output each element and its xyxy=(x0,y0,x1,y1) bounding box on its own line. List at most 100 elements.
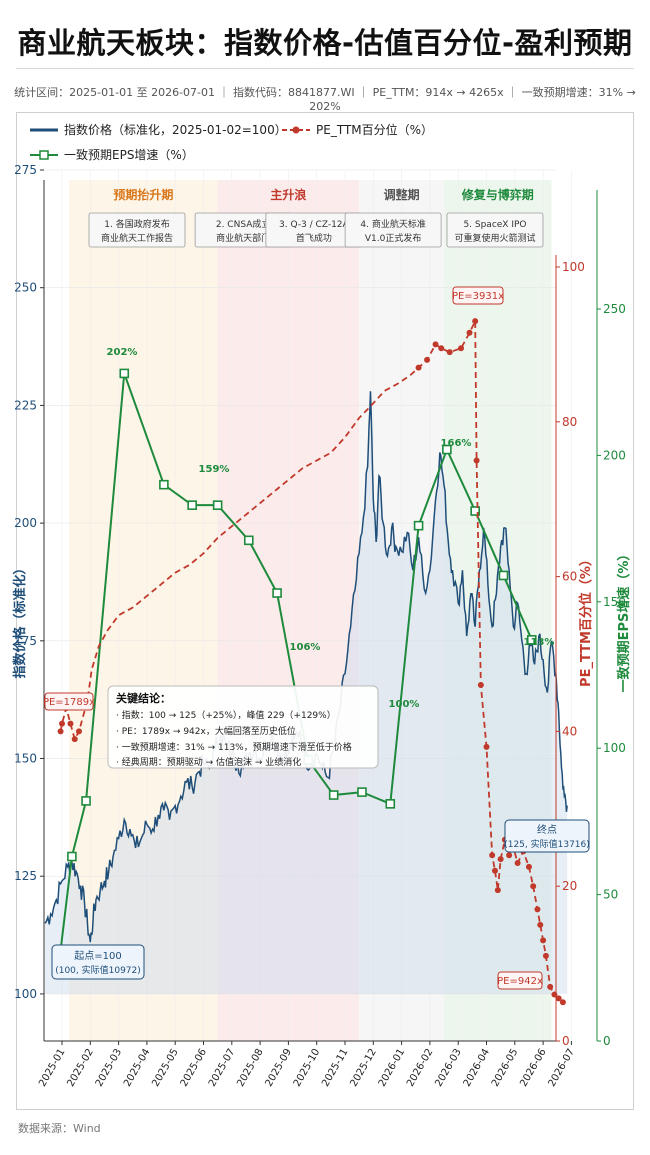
eps-point xyxy=(442,444,452,455)
x-tick-label: 2025-05 xyxy=(150,1047,180,1089)
price-series-line xyxy=(44,391,568,943)
event-box-1 xyxy=(88,212,186,248)
eps-point xyxy=(470,506,480,516)
eps-point xyxy=(81,796,91,806)
event-line1-2: 2. CNSA成立 xyxy=(216,218,271,230)
chart-subtitle: 统计区间：2025-01-01 至 2026-07-01 ｜ 指数代码：8841… xyxy=(14,86,636,113)
event-line2-2: 商业航天部门 xyxy=(216,232,270,244)
end-annotation: 终点 (125, 实际值13716) xyxy=(504,819,590,853)
eps-label-202: 202% xyxy=(107,347,138,358)
eps-tick-label: 250 xyxy=(603,302,626,316)
pe-point xyxy=(497,856,504,863)
event-line2-3: 首飞成功 xyxy=(296,232,332,244)
eps-tick-label: 0 xyxy=(603,1034,611,1048)
chart-title: 商业航天板块：指数价格-估值百分位-盈利预期 xyxy=(17,26,633,60)
pe-start-label-box: PE=1789x xyxy=(43,692,95,711)
conclusions-title: 关键结论： xyxy=(116,691,171,705)
left-axis-title: 指数价格（标准化） xyxy=(12,561,28,678)
left-tick-label: 200 xyxy=(14,516,37,530)
pe-point xyxy=(446,349,453,356)
pe-peak-label: PE=3931x xyxy=(452,291,504,302)
legend-pe-label: PE_TTM百分位（%） xyxy=(316,122,433,137)
price-area xyxy=(45,391,568,994)
start-label-2: (100, 实际值10972) xyxy=(55,964,141,976)
eps-tick-label: 200 xyxy=(603,448,626,462)
title-divider xyxy=(16,68,634,69)
event-line1-1: 1. 各国政府发布 xyxy=(104,218,169,230)
x-tick-label: 2026-06 xyxy=(518,1047,548,1089)
eps-label-106: 106% xyxy=(290,642,321,653)
x-tick-label: 2025-09 xyxy=(264,1047,294,1089)
eps-label-166: 166% xyxy=(441,438,472,449)
eps-label-159: 159% xyxy=(199,464,230,475)
eps-tick-label: 50 xyxy=(603,888,618,902)
end-label-2: (125, 实际值13716) xyxy=(504,838,590,850)
pe-point xyxy=(466,329,473,336)
pe-point xyxy=(67,720,74,727)
x-tick-label: 2025-07 xyxy=(207,1047,237,1089)
pe-point xyxy=(537,921,544,928)
pe-point xyxy=(489,852,496,859)
eps-tick-label: 100 xyxy=(603,741,626,755)
event-line2-5: 可重复使用火箭测试 xyxy=(454,232,535,244)
pe-point xyxy=(491,867,498,874)
phase-band-1 xyxy=(69,180,218,1041)
x-tick-label: 2025-03 xyxy=(94,1047,124,1089)
conclusion-line-2: · PE：1789x → 942x，大幅回落至历史低位 xyxy=(116,725,296,737)
series-lines xyxy=(44,318,568,1006)
eps-point xyxy=(67,851,77,862)
pe-tick-label: 100 xyxy=(562,260,585,274)
x-tick-label: 2026-01 xyxy=(377,1047,407,1089)
pe-point xyxy=(540,937,547,944)
pe-point xyxy=(494,887,501,894)
pe-point xyxy=(506,852,513,859)
eps-point xyxy=(498,570,509,581)
x-tick-label: 2026-02 xyxy=(405,1047,435,1089)
pe-point xyxy=(71,736,78,743)
eps-point xyxy=(119,368,130,379)
phase-label-1: 预期抬升期 xyxy=(113,187,173,202)
eps-series-line xyxy=(59,373,533,951)
left-tick-label: 250 xyxy=(14,281,37,295)
pe-point xyxy=(75,728,82,735)
eps-point xyxy=(357,787,367,797)
pe-point xyxy=(415,364,422,371)
price-area-fill xyxy=(45,391,568,994)
pe-point xyxy=(525,863,532,870)
grid xyxy=(44,169,572,1041)
event-line1-5: 5. SpaceX IPO xyxy=(463,220,526,230)
pe-point xyxy=(57,728,64,735)
x-tick-label: 2025-06 xyxy=(179,1047,209,1089)
event-line2-1: 商业航天工作报告 xyxy=(101,232,173,244)
eps-point xyxy=(159,479,169,490)
left-tick-label: 225 xyxy=(14,398,37,412)
pe-end-label: PE=942x xyxy=(497,976,543,987)
pe-end-label-box: PE=942x xyxy=(497,971,543,990)
pe-point xyxy=(530,883,537,890)
x-tick-label: 2026-05 xyxy=(490,1047,520,1089)
pe-point xyxy=(559,999,566,1006)
pe-point xyxy=(534,906,541,913)
legend-pe-marker xyxy=(292,126,300,134)
event-line2-4: V1.0正式发布 xyxy=(365,232,421,244)
pe-point xyxy=(483,743,490,750)
pe-tick-label: 20 xyxy=(562,879,577,893)
start-annotation: 起点=100 (100, 实际值10972) xyxy=(51,944,145,980)
eps-point xyxy=(526,635,537,645)
pe-point xyxy=(547,983,554,990)
eps-point xyxy=(413,520,424,531)
eps-point xyxy=(212,500,223,510)
x-tick-label: 2025-10 xyxy=(292,1047,322,1089)
x-tick-label: 2026-04 xyxy=(462,1047,492,1089)
eps-point xyxy=(187,500,197,510)
eps-label-113: 113% xyxy=(524,637,555,648)
x-tick-label: 2025-11 xyxy=(320,1047,350,1089)
event-line1-3: 3. Q-3 / CZ-12A xyxy=(279,220,350,230)
left-tick-label: 175 xyxy=(14,634,37,648)
pe-point xyxy=(473,457,480,464)
eps-point xyxy=(243,535,254,546)
eps-point xyxy=(272,588,282,598)
eps-label-100: 100% xyxy=(389,699,420,710)
conclusion-line-1: · 指数：100 → 125（+25%），峰值 229（+129%） xyxy=(116,709,336,721)
